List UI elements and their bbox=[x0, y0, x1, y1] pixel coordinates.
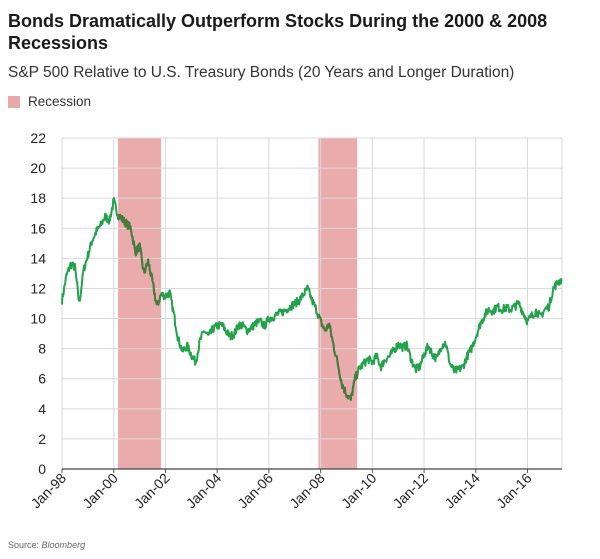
x-tick-label: Jan-00 bbox=[79, 470, 121, 512]
series bbox=[61, 197, 563, 401]
y-tick-label: 10 bbox=[30, 311, 46, 327]
recession-band bbox=[318, 138, 358, 469]
x-tick-label: Jan-02 bbox=[131, 470, 173, 512]
x-tick-label: Jan-98 bbox=[28, 470, 70, 512]
source-name: Bloomberg bbox=[41, 540, 86, 550]
source-prefix: Source: bbox=[8, 540, 40, 550]
x-tick-label: Jan-14 bbox=[441, 470, 483, 512]
x-tick-label: Jan-08 bbox=[286, 470, 328, 512]
y-tick-label: 14 bbox=[30, 250, 46, 266]
y-tick-label: 2 bbox=[38, 431, 46, 447]
y-tick-label: 18 bbox=[30, 190, 46, 206]
y-tick-label: 22 bbox=[30, 130, 46, 146]
x-tick-label: Jan-10 bbox=[338, 470, 380, 512]
series-line-recession bbox=[117, 213, 163, 306]
legend: Recession bbox=[8, 94, 91, 109]
y-tick-label: 0 bbox=[38, 461, 46, 477]
chart-title: Bonds Dramatically Outperform Stocks Dur… bbox=[8, 11, 548, 53]
legend-recession-label: Recession bbox=[28, 94, 92, 109]
x-tick-label: Jan-16 bbox=[493, 470, 535, 512]
x-tick-label: Jan-12 bbox=[390, 470, 432, 512]
y-tick-label: 16 bbox=[30, 220, 46, 236]
recession-band bbox=[118, 138, 162, 469]
y-tick-label: 8 bbox=[38, 341, 46, 357]
y-tick-label: 20 bbox=[30, 160, 46, 176]
y-tick-label: 12 bbox=[30, 280, 46, 296]
x-tick-label: Jan-04 bbox=[183, 470, 225, 512]
x-tick-label: Jan-06 bbox=[234, 470, 276, 512]
recession-bands bbox=[118, 138, 358, 469]
source-note: Source: Bloomberg bbox=[8, 540, 85, 550]
y-tick-label: 6 bbox=[38, 371, 46, 387]
chart-subtitle: S&P 500 Relative to U.S. Treasury Bonds … bbox=[8, 64, 515, 81]
y-tick-label: 4 bbox=[38, 401, 46, 417]
series-line-recession bbox=[318, 314, 359, 401]
recession-swatch bbox=[8, 95, 20, 108]
